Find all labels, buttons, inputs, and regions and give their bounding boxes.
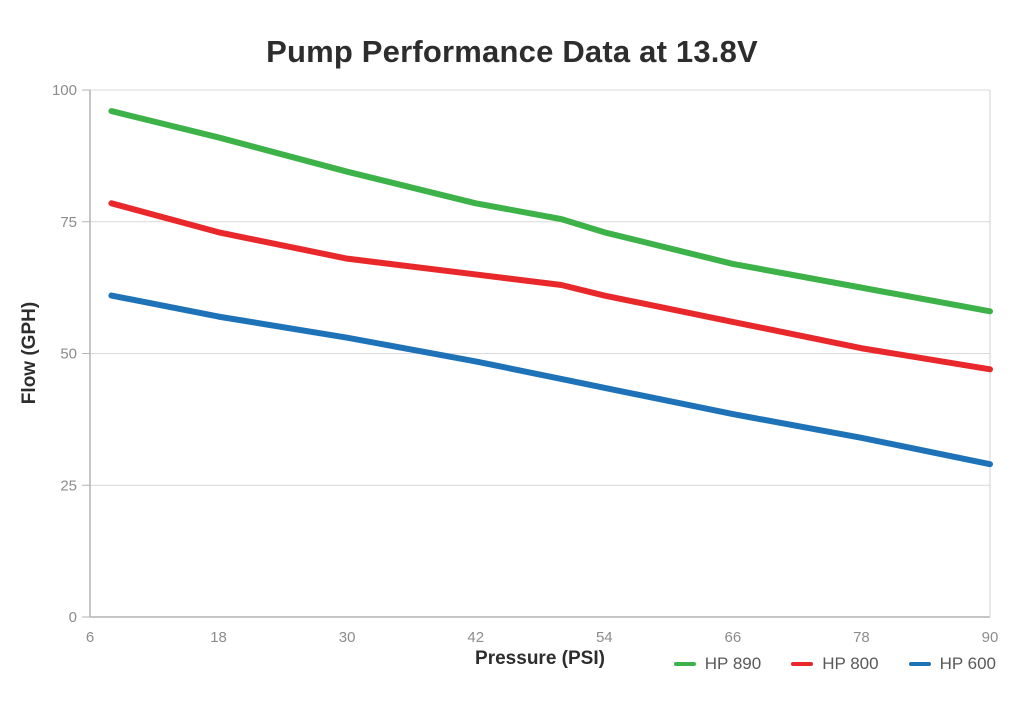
x-tick-label: 78 <box>853 629 870 646</box>
series-line-hp-800 <box>108 200 993 373</box>
x-tick-label: 54 <box>596 629 613 646</box>
y-tick-label: 50 <box>60 346 77 363</box>
y-tick-label: 25 <box>60 477 77 494</box>
x-tick-label: 66 <box>725 629 742 646</box>
y-tick-label: 100 <box>52 82 77 99</box>
legend-label: HP 800 <box>822 654 879 673</box>
legend-item-hp-600: HP 600 <box>908 654 996 674</box>
series-line-hp-600 <box>108 292 993 468</box>
chart-title: Pump Performance Data at 13.8V <box>266 34 758 69</box>
legend-item-hp-800: HP 800 <box>791 654 879 674</box>
y-tick-label: 0 <box>69 609 77 626</box>
x-tick-label: 42 <box>467 629 484 646</box>
legend-swatch-icon <box>673 662 696 666</box>
legend-swatch-icon <box>908 662 931 666</box>
y-tick-label: 75 <box>60 214 77 231</box>
x-tick-label: 30 <box>339 629 356 646</box>
x-tick-label: 90 <box>982 629 999 646</box>
legend-label: HP 600 <box>939 654 996 673</box>
series-line-hp-890 <box>108 108 993 315</box>
x-tick-label: 18 <box>210 629 227 646</box>
legend-swatch-icon <box>791 662 814 666</box>
x-axis-label: Pressure (PSI) <box>475 648 605 669</box>
legend-label: HP 890 <box>704 654 762 673</box>
chart-legend: HP 890 HP 800 HP 600 <box>673 654 996 674</box>
x-tick-label: 6 <box>86 629 94 646</box>
legend-item-hp-890: HP 890 <box>673 654 762 674</box>
